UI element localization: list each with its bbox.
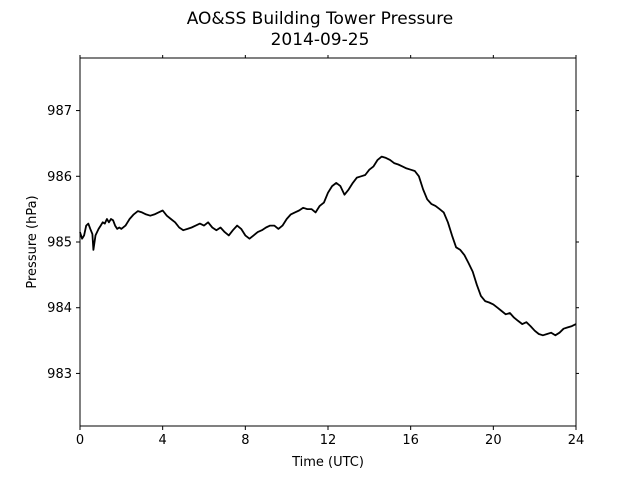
x-axis-ticks: 0 4 8 12 16 20 24 <box>76 55 584 448</box>
y-tick-label: 984 <box>47 301 72 316</box>
chart-title: AO&SS Building Tower Pressure <box>187 9 454 29</box>
x-tick-label: 16 <box>402 433 419 448</box>
chart-subtitle: 2014-09-25 <box>271 30 370 50</box>
x-tick-label: 8 <box>241 433 249 448</box>
y-tick-label: 983 <box>47 367 72 382</box>
plot-area-frame <box>79 57 577 427</box>
y-tick-label: 986 <box>47 170 72 185</box>
x-axis-label: Time (UTC) <box>291 455 364 470</box>
x-tick-label: 4 <box>159 433 167 448</box>
x-tick-label: 24 <box>568 433 585 448</box>
y-tick-label: 987 <box>47 104 72 119</box>
y-axis-ticks: 983 984 985 986 987 <box>47 104 579 382</box>
x-tick-label: 20 <box>485 433 502 448</box>
x-tick-label: 0 <box>76 433 84 448</box>
pressure-series-line <box>79 155 577 337</box>
y-tick-label: 985 <box>47 236 72 251</box>
y-axis-label: Pressure (hPa) <box>25 195 40 288</box>
x-tick-label: 12 <box>320 433 337 448</box>
